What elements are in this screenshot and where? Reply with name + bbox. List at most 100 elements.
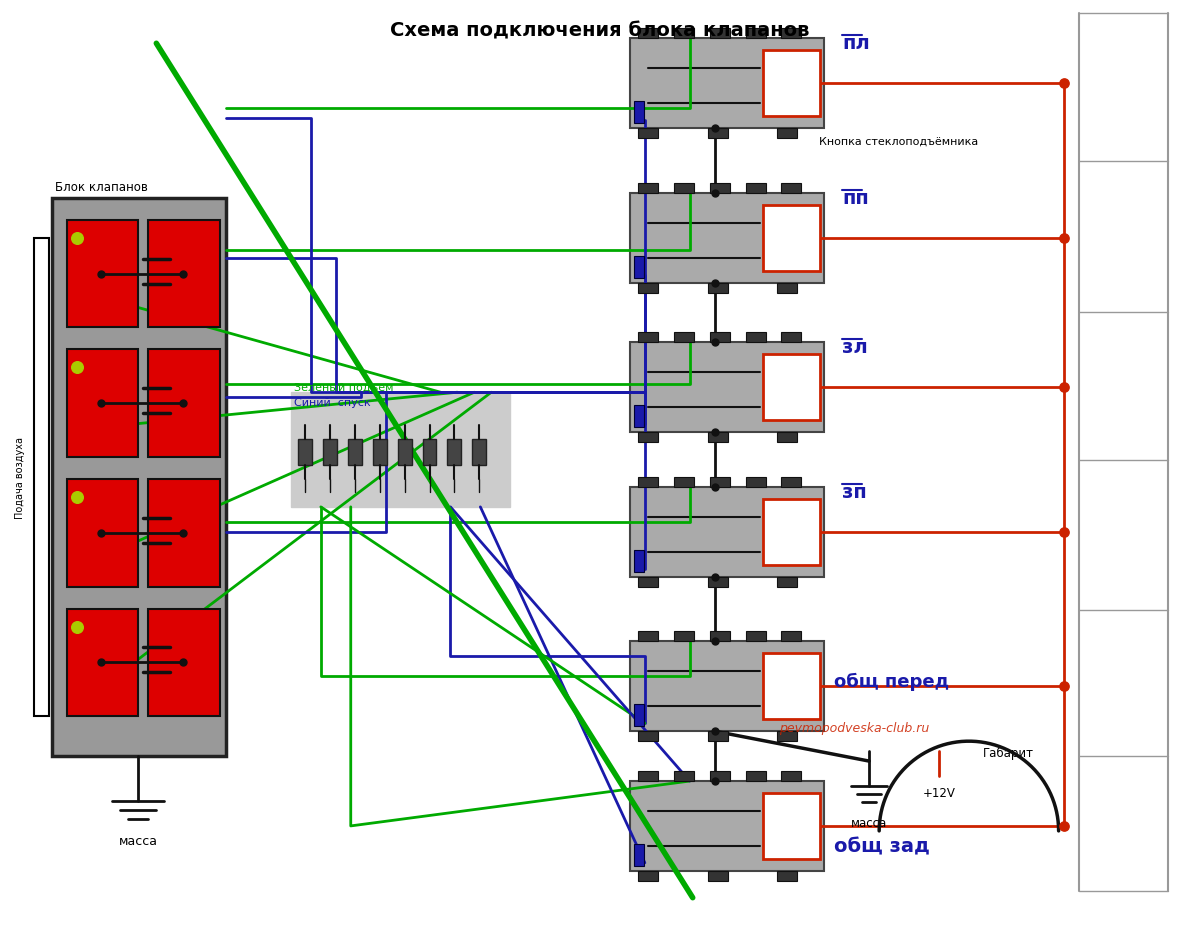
Bar [638,129,658,139]
Bar [778,433,798,442]
Bar [709,771,730,781]
Point [92,655,112,670]
Bar [34,238,49,717]
Point [706,425,725,440]
Text: Блок клапанов: Блок клапанов [55,181,148,194]
Bar [745,333,766,343]
Point [67,619,86,634]
Bar [781,333,802,343]
Bar [638,433,658,442]
Bar [422,439,437,465]
Bar [448,439,462,465]
Bar [634,257,644,278]
Bar [745,184,766,194]
Point [67,361,86,375]
Bar [473,439,486,465]
Bar [323,439,337,465]
Text: Зеленый подъем: Зеленый подъем [294,382,394,392]
Bar [630,641,824,731]
Text: масса: масса [119,834,158,847]
Bar [745,771,766,781]
Bar [708,577,727,587]
Point [706,774,725,789]
Text: пп: пп [842,188,869,208]
Point [174,526,193,540]
Bar [762,51,821,117]
Bar [348,439,361,465]
Bar [762,355,821,421]
Point [67,231,86,246]
Text: общ зад: общ зад [834,836,930,856]
Bar [781,771,802,781]
Point [706,634,725,649]
Bar [630,488,824,577]
Bar [778,870,798,881]
Bar [673,477,694,488]
Bar [709,30,730,39]
Point [706,186,725,201]
Bar [762,500,821,565]
Bar [762,794,821,859]
Point [1054,525,1073,540]
Point [92,267,112,282]
Bar [709,333,730,343]
Point [67,490,86,505]
Bar [638,731,658,742]
Bar [634,705,644,727]
Bar [149,221,220,328]
Bar [298,439,312,465]
Bar [52,198,226,756]
Bar [638,477,658,488]
Point [92,526,112,540]
Bar [638,184,658,194]
Bar [634,550,644,572]
Point [706,569,725,584]
Bar [781,184,802,194]
Bar [67,609,138,717]
Text: Синий  спуск: Синий спуск [294,398,371,408]
Point [706,724,725,739]
Text: масса: масса [851,816,887,829]
Bar [709,184,730,194]
Text: Габарит: Габарит [983,746,1034,759]
Point [706,121,725,136]
Text: Схема подключения блока клапанов: Схема подключения блока клапанов [390,21,810,40]
Bar [708,433,727,442]
Text: зп: зп [842,482,868,502]
Bar [638,333,658,343]
Bar [630,781,824,870]
Bar [708,284,727,293]
Text: Подача воздуха: Подача воздуха [14,437,25,518]
Point [706,480,725,495]
Bar [397,439,412,465]
Bar [673,771,694,781]
Bar [638,577,658,587]
Bar [634,406,644,427]
Bar [778,731,798,742]
Bar [630,194,824,284]
Bar [638,771,658,781]
Bar [673,632,694,641]
Bar [149,350,220,458]
Point [1054,819,1073,833]
Point [92,397,112,412]
Bar [781,632,802,641]
Bar [638,284,658,293]
Bar [781,30,802,39]
Bar [745,30,766,39]
Bar [634,102,644,124]
Bar [762,654,821,719]
Bar [630,39,824,129]
Bar [708,870,727,881]
Bar [638,870,658,881]
Bar [745,477,766,488]
Bar [778,577,798,587]
Bar [638,30,658,39]
Point [174,397,193,412]
Bar [745,632,766,641]
Bar [709,477,730,488]
Bar [149,479,220,587]
Bar [673,333,694,343]
Bar [149,609,220,717]
Bar [373,439,386,465]
